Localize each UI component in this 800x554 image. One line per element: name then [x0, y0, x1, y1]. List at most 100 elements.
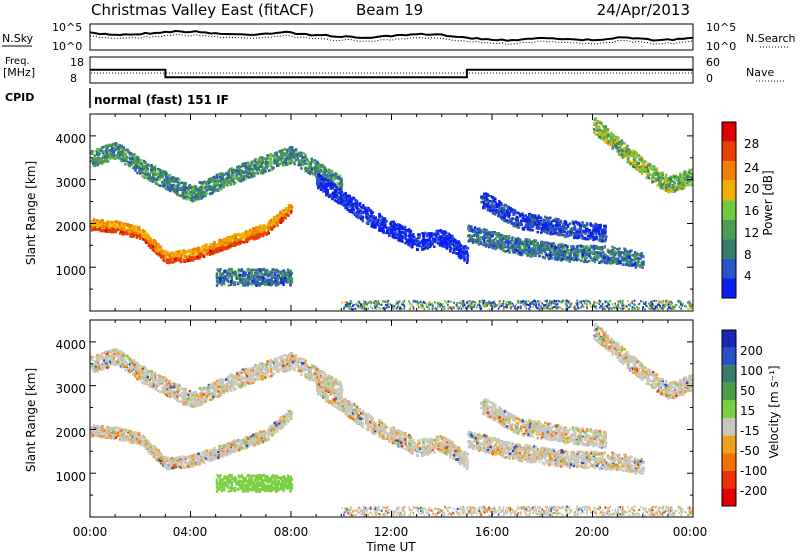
power-cell [272, 222, 276, 226]
power-cell [220, 239, 223, 243]
power-cell [204, 244, 207, 248]
power-cell [261, 282, 265, 285]
power-cell [225, 179, 229, 182]
power-cell [242, 284, 245, 287]
power-cell [507, 246, 510, 250]
power-cell [504, 236, 507, 240]
power-cell [409, 234, 412, 238]
power-cell [158, 169, 162, 172]
power-cell [336, 187, 340, 191]
power-cell [424, 244, 427, 248]
power-cell [447, 237, 450, 241]
power-cell [589, 222, 592, 225]
power-cell [427, 241, 430, 244]
power-cell [254, 157, 257, 161]
power-cell [273, 272, 276, 275]
power-cell [210, 187, 213, 190]
power-cell [263, 278, 267, 282]
power-cell [299, 154, 302, 158]
power-cell [362, 204, 365, 207]
power-cell [187, 190, 190, 194]
power-cell [455, 246, 458, 249]
power-cell [176, 258, 179, 262]
power-cell [123, 228, 127, 232]
power-cell [295, 154, 298, 158]
power-cell [319, 188, 323, 191]
power-cell [363, 210, 367, 213]
power-cell [390, 231, 393, 234]
power-cell [170, 251, 174, 255]
power-cell [320, 179, 323, 182]
power-cell [411, 239, 414, 242]
power-cell [173, 176, 176, 180]
power-cell [159, 174, 162, 177]
power-cell [536, 250, 539, 253]
power-cell [519, 222, 523, 225]
power-cell [270, 278, 273, 282]
power-cell [392, 226, 395, 229]
power-cell [152, 173, 155, 176]
power-cell [135, 165, 138, 168]
power-cell [264, 270, 267, 273]
power-cell [390, 224, 393, 227]
power-cell [123, 159, 126, 163]
power-cell [249, 162, 253, 166]
power-cell [232, 171, 235, 174]
power-cell [542, 241, 545, 244]
power-cell [308, 164, 311, 168]
power-cell [489, 231, 492, 234]
power-cell [343, 197, 346, 201]
power-cell [566, 258, 570, 262]
power-cell [319, 182, 322, 185]
power-cell [327, 176, 330, 180]
power-cell [573, 247, 577, 251]
power-cell [197, 249, 200, 252]
power-cell [484, 245, 488, 248]
power-cell [300, 167, 303, 170]
power-cell [257, 268, 261, 271]
power-cell [275, 162, 279, 165]
power-cell [520, 242, 524, 246]
power-cell [588, 229, 591, 232]
power-cell [174, 177, 178, 181]
power-cell [634, 257, 638, 261]
power-cell [569, 257, 573, 260]
power-cell [164, 252, 167, 255]
power-cell [276, 224, 279, 227]
power-cell [553, 257, 556, 260]
power-cell [211, 247, 214, 250]
power-cell [225, 241, 228, 245]
power-cell [118, 146, 121, 150]
power-cell [503, 216, 507, 220]
power-cell [559, 249, 562, 253]
power-cell [303, 162, 307, 165]
power-cell [312, 161, 316, 164]
power-cell [637, 260, 640, 263]
power-cell [267, 271, 270, 274]
power-cell [519, 245, 522, 249]
power-cell [631, 264, 634, 267]
power-cell [637, 263, 641, 267]
power-cell [584, 246, 588, 250]
power-cell [230, 280, 233, 283]
power-cell [497, 211, 500, 215]
power-cell [289, 269, 292, 273]
power-cell [495, 234, 498, 237]
power-cell [442, 240, 445, 243]
power-cell [204, 187, 207, 190]
power-cell [572, 258, 575, 262]
power-cell [154, 178, 157, 182]
power-cell [226, 269, 229, 273]
freq-unit-label: [MHz] [3, 66, 35, 79]
power-cell [314, 161, 317, 164]
power-cell [209, 185, 212, 188]
power-cell [428, 245, 432, 249]
power-cell [154, 168, 157, 171]
power-cell [480, 200, 483, 204]
power-cell [261, 171, 264, 175]
power-cell [611, 257, 614, 261]
power-cell [531, 249, 534, 252]
power-cell [148, 164, 151, 168]
power-cell [258, 232, 262, 236]
power-cell [540, 241, 543, 245]
